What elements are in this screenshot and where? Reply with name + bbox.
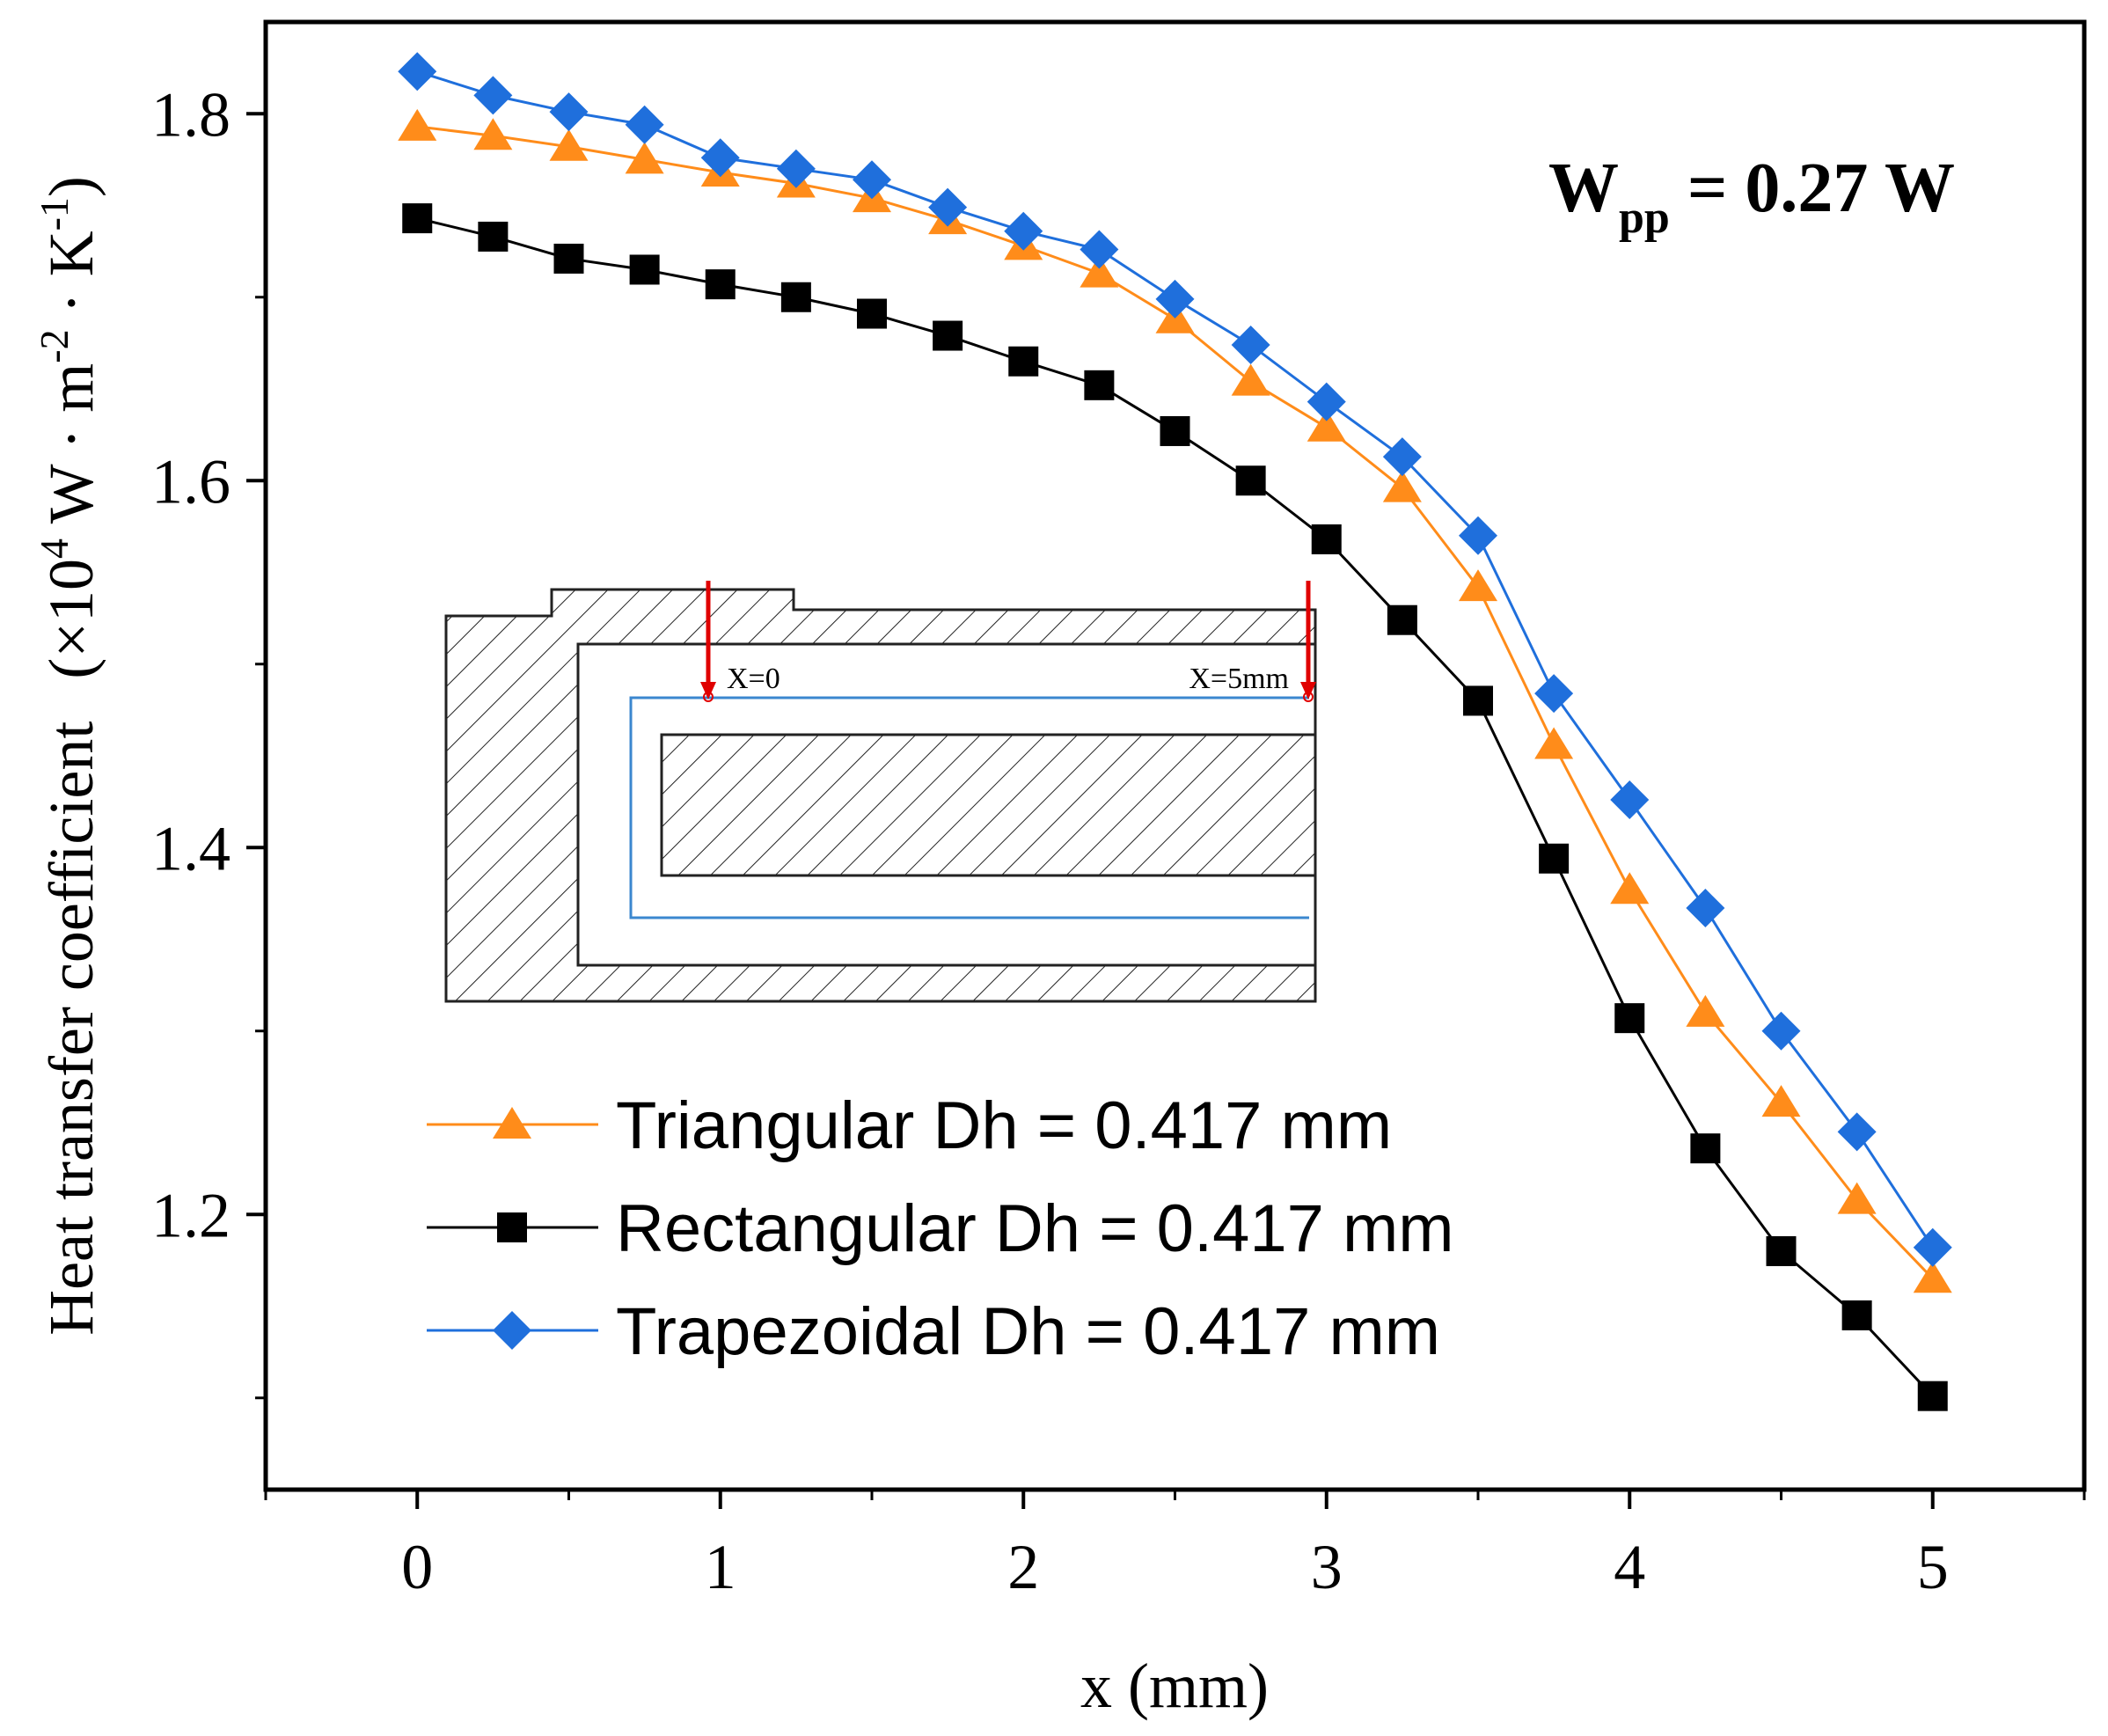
data-point <box>1837 1112 1877 1152</box>
data-point <box>549 92 589 132</box>
y-tick-label: 1.8 <box>151 79 231 150</box>
y-axis: 1.2 1.4 1.6 1.8 <box>151 79 266 1400</box>
data-point <box>625 142 664 174</box>
data-point <box>1004 211 1043 251</box>
data-point <box>857 298 887 329</box>
data-point <box>1539 843 1570 874</box>
y-axis-title-main: Heat transfer coefficient <box>36 722 106 1336</box>
series-triangle <box>398 108 1952 1293</box>
data-point <box>473 118 513 150</box>
inset-point-x0 <box>703 692 714 702</box>
x-tick-label: 2 <box>1007 1532 1039 1602</box>
data-point <box>1686 889 1725 928</box>
data-point <box>928 187 968 227</box>
legend: Triangular Dh = 0.417 mm Rectangular Dh =… <box>427 1088 1454 1369</box>
legend-item: Triangular Dh = 0.417 mm <box>427 1088 1392 1163</box>
data-point <box>1080 230 1119 269</box>
legend-label: Trapezoidal Dh = 0.417 mm <box>616 1294 1440 1369</box>
inset-arrow-x5-head <box>1300 682 1316 700</box>
y-axis-title: Heat transfer coefficient (×104 W · m-2 … <box>32 176 106 1336</box>
data-point <box>1534 727 1574 759</box>
data-point <box>1610 872 1650 905</box>
x-tick-label: 1 <box>705 1532 736 1602</box>
legend-item: Trapezoidal Dh = 0.417 mm <box>427 1294 1440 1369</box>
data-point <box>1913 1227 1952 1267</box>
inset-arrow-x0-head <box>700 682 716 700</box>
data-point <box>1231 325 1270 364</box>
data-point <box>1382 437 1422 477</box>
data-point <box>1155 279 1195 319</box>
legend-marker <box>493 1107 531 1139</box>
data-point <box>553 243 584 274</box>
y-tick-label: 1.6 <box>151 446 231 516</box>
data-point <box>1459 516 1497 555</box>
inset-schematic: X=0 X=5mm <box>444 581 1317 1003</box>
data-point <box>1913 1261 1952 1293</box>
data-point <box>629 254 660 285</box>
inset-point-x5 <box>1303 692 1314 702</box>
data-point <box>1307 409 1346 442</box>
legend-marker <box>493 1311 531 1350</box>
inset-label-x5: X=5mm <box>1189 663 1289 695</box>
data-point <box>1235 465 1266 496</box>
data-point <box>1917 1381 1948 1411</box>
data-point <box>1534 674 1574 714</box>
data-point <box>776 149 816 188</box>
x-tick-label: 3 <box>1311 1532 1343 1602</box>
x-axis: 0 1 2 3 4 5 <box>264 1490 2086 1602</box>
data-point <box>1614 1003 1645 1034</box>
inset-measure-path <box>629 696 1309 919</box>
legend-marker <box>497 1212 527 1242</box>
legend-label: Rectangular Dh = 0.417 mm <box>616 1191 1454 1266</box>
data-point <box>1766 1235 1797 1266</box>
power-annotation: Wpp = 0.27 W <box>1548 150 1955 243</box>
x-tick-label: 4 <box>1614 1532 1645 1602</box>
inset-label-x0: X=0 <box>727 663 780 695</box>
data-point <box>549 128 589 161</box>
data-point <box>1761 1011 1801 1051</box>
legend-item: Rectangular Dh = 0.417 mm <box>427 1191 1454 1266</box>
data-point <box>1008 346 1039 377</box>
data-point <box>1160 415 1190 446</box>
data-point <box>1459 569 1497 602</box>
data-point <box>933 320 963 351</box>
data-point <box>705 269 736 300</box>
data-point <box>1307 382 1346 421</box>
x-tick-label: 5 <box>1917 1532 1949 1602</box>
data-point <box>1837 1182 1877 1214</box>
data-point <box>1080 255 1119 288</box>
data-point <box>1761 1085 1801 1117</box>
data-point <box>853 160 891 200</box>
svg-text:Heat transfer coefficient: Heat transfer coefficient (×104 W · m-2 … <box>32 176 106 1336</box>
data-point <box>1387 604 1417 635</box>
data-point <box>402 203 433 234</box>
data-point <box>473 76 513 115</box>
data-point <box>1084 370 1115 400</box>
data-point <box>1311 524 1342 554</box>
y-tick-label: 1.2 <box>151 1180 231 1250</box>
data-point <box>1690 1133 1721 1164</box>
data-point <box>1231 363 1270 396</box>
legend-label: Triangular Dh = 0.417 mm <box>616 1088 1392 1163</box>
data-point <box>1382 470 1422 502</box>
series-square <box>402 203 1948 1411</box>
data-point <box>1463 685 1493 716</box>
data-point <box>478 221 509 252</box>
x-axis-title: x (mm) <box>1080 1651 1269 1721</box>
series-layer <box>398 52 1952 1411</box>
data-point <box>1610 780 1650 820</box>
x-tick-label: 0 <box>401 1532 433 1602</box>
data-point <box>1841 1300 1872 1330</box>
data-point <box>1686 994 1725 1027</box>
data-point <box>780 282 811 312</box>
data-point <box>398 108 437 141</box>
data-point <box>700 138 740 178</box>
data-point <box>625 105 664 144</box>
data-point <box>398 52 437 92</box>
inset-fin <box>660 733 1317 877</box>
y-tick-label: 1.4 <box>151 813 231 883</box>
series-diamond <box>398 52 1952 1267</box>
